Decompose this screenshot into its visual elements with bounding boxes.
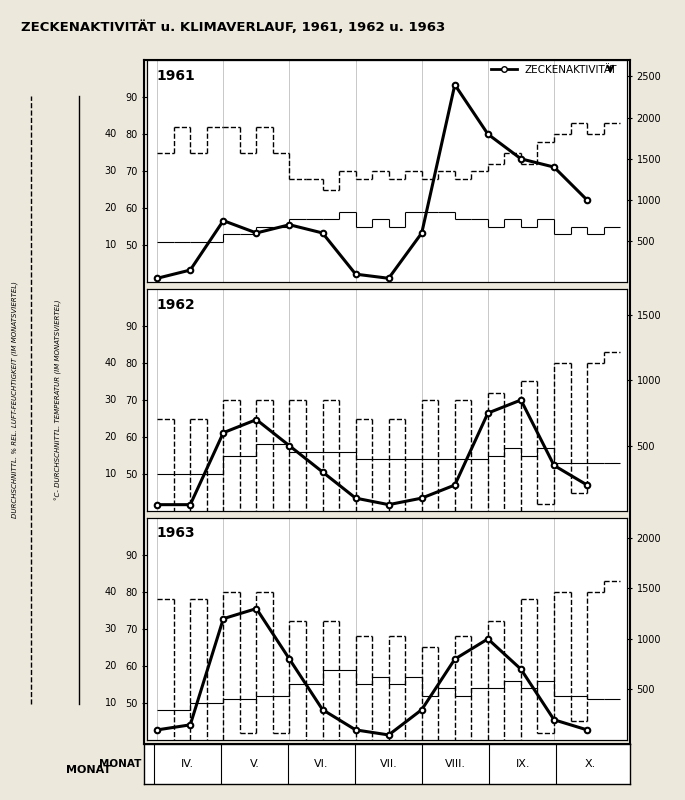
Text: VI.: VI.	[314, 759, 329, 769]
Text: 30: 30	[105, 166, 116, 176]
Text: MONAT: MONAT	[99, 759, 142, 769]
Text: IX.: IX.	[516, 759, 530, 769]
Text: V.: V.	[249, 759, 260, 769]
Text: X.: X.	[584, 759, 595, 769]
Text: 30: 30	[105, 395, 116, 405]
Text: 10: 10	[105, 469, 116, 479]
Text: 20: 20	[104, 432, 116, 442]
Text: 1961: 1961	[157, 69, 196, 83]
Text: DURCHSCHNITTL. % REL. LUFT-FEUCHTIGKEIT (IM MONATSVIERTEL): DURCHSCHNITTL. % REL. LUFT-FEUCHTIGKEIT …	[12, 282, 18, 518]
Text: 40: 40	[105, 129, 116, 139]
Text: ZECKENAKTIVITÄT u. KLIMAVERLAUF, 1961, 1962 u. 1963: ZECKENAKTIVITÄT u. KLIMAVERLAUF, 1961, 1…	[21, 20, 445, 34]
Text: 40: 40	[105, 586, 116, 597]
Text: 10: 10	[105, 240, 116, 250]
Text: MONAT: MONAT	[66, 765, 112, 774]
Text: VIII.: VIII.	[445, 759, 466, 769]
Text: IV.: IV.	[181, 759, 194, 769]
Text: 1963: 1963	[157, 526, 195, 541]
Text: VII.: VII.	[379, 759, 397, 769]
Text: 40: 40	[105, 358, 116, 368]
Text: 20: 20	[104, 203, 116, 214]
Text: 20: 20	[104, 661, 116, 671]
Legend: ZECKENAKTIVITÄT: ZECKENAKTIVITÄT	[486, 61, 621, 79]
Text: 30: 30	[105, 624, 116, 634]
Text: °C- DURCHSCHNITTL. TEMPERATUR (IM MONATSVIERTEL): °C- DURCHSCHNITTL. TEMPERATUR (IM MONATS…	[55, 300, 62, 500]
Text: 10: 10	[105, 698, 116, 708]
Text: 1962: 1962	[157, 298, 196, 312]
